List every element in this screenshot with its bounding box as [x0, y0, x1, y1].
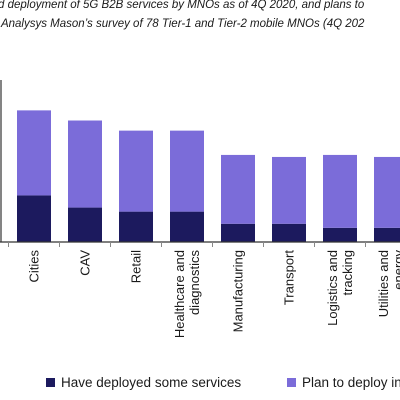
x-tick-label-retail: Retail [129, 250, 144, 283]
bar-deployed-retail [119, 211, 153, 242]
chart-source: : Analysys Mason’s survey of 78 Tier-1 a… [0, 18, 365, 30]
x-tick-label-transport: Transport [282, 250, 297, 306]
x-tick-label-cities: Cities [27, 250, 42, 283]
bar-plan-utilities-and-energy [374, 156, 400, 228]
x-tick-label-healthcare-and-diagnostics: Healthcare anddiagnostics [172, 250, 202, 339]
legend: Have deployed some services Plan to depl… [0, 375, 400, 395]
x-tick-label-manufacturing: Manufacturing [231, 250, 246, 332]
legend-item-deployed: Have deployed some services [46, 375, 241, 390]
bar-plan-manufacturing [221, 154, 255, 224]
bar-plan-logistics-and-tracking [323, 154, 357, 228]
bar-plan-cities [17, 110, 51, 196]
stacked-bar-chart: Cities CAV Retail Healthcare anddiagnostics… [0, 80, 400, 339]
legend-swatch-deployed [46, 378, 55, 387]
x-tick-label-cav: CAV [78, 250, 93, 276]
bar-deployed-cav [68, 207, 102, 242]
legend-label-plan: Plan to deploy in [302, 375, 400, 390]
legend-label-deployed: Have deployed some services [61, 375, 242, 390]
chart-title: d deployment of 5G B2B services by MNOs … [0, 0, 365, 11]
x-tick-label-logistics-and-tracking: Logistics andtracking [325, 250, 355, 326]
legend-item-plan: Plan to deploy in [287, 375, 400, 390]
bar-deployed-healthcare-and-diagnostics [170, 211, 204, 242]
bar-deployed-transport [272, 223, 306, 242]
legend-swatch-plan [287, 378, 296, 387]
bar-deployed-cities [17, 195, 51, 242]
x-tick-label-utilities-and-energy: Utilities andenergy [376, 250, 400, 318]
bar-deployed-manufacturing [221, 223, 255, 242]
bar-plan-retail [119, 130, 153, 212]
bar-plan-transport [272, 156, 306, 224]
bar-plan-cav [68, 120, 102, 208]
bar-deployed-logistics-and-tracking [323, 227, 357, 242]
bar-deployed-utilities-and-energy [374, 227, 400, 242]
bar-plan-healthcare-and-diagnostics [170, 130, 204, 212]
